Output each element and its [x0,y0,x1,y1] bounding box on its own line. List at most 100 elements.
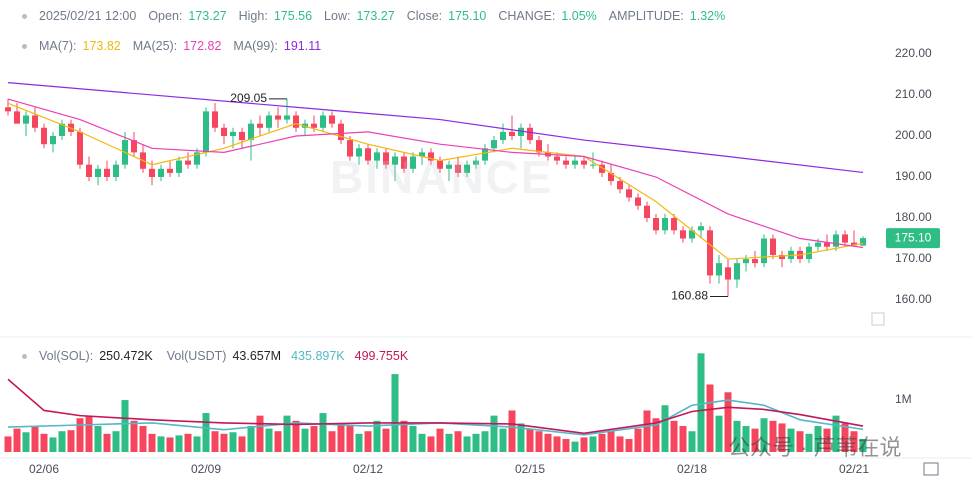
dot [22,353,27,359]
volume-bar [319,413,327,452]
volume-bar [184,433,192,452]
vol-usdt-label: Vol(USDT) [166,349,227,363]
volume-bar [562,439,570,452]
volume-bar [823,428,831,452]
candle-body [491,140,497,149]
volume-bar [283,415,291,452]
candle-body [167,168,173,173]
ma-value: 173.82 [82,39,121,53]
candle-body [455,164,461,173]
x-tick-label: 02/06 [29,462,59,476]
readout-label: Low: [324,9,351,23]
volume-bar [418,433,426,452]
volume-bar [121,400,129,452]
volume-bar [580,437,588,452]
candle-body [185,160,191,165]
volume-bar [445,433,453,452]
volume-bar [400,420,408,452]
candle-body [437,160,443,169]
ma-name: MA(25): [132,39,178,53]
volume-bar [616,436,624,452]
readout-value: 175.56 [273,9,313,23]
candle-body [293,115,299,128]
volume-bar [517,423,525,452]
vol-label: Vol(SOL): [39,349,94,363]
volume-bar [292,420,300,452]
candle-body [860,238,866,246]
volume-bar [175,435,183,452]
volume-bar [346,426,354,452]
volume-legend: Vol(SOL): 250.472K Vol(USDT) 43.657M 435… [0,349,408,363]
volume-bar [859,438,867,452]
ohlc-readout: 2025/02/21 12:00 Open: 173.27 High: 175.56 L… [0,9,731,23]
readout-value: 1.05% [561,9,597,23]
volume-bar [238,436,246,452]
volume-bar [454,431,462,452]
candle-body [275,115,281,120]
volume-bar [643,410,651,452]
candle-body [500,131,506,141]
candle-body [5,107,11,112]
candle-body [374,152,380,161]
volume-bar [481,431,489,452]
candle-body [482,148,488,161]
volume-bar [688,431,696,452]
candle-body [50,135,56,145]
candle-body [113,164,119,178]
candle-body [14,111,20,124]
volume-bar [391,374,399,452]
candle-body [617,181,623,190]
volume-bar [85,415,93,452]
volume-bar [679,426,687,452]
candle-body [320,115,326,128]
volume-bar [310,426,318,452]
candle-body [464,164,470,173]
candle-body [734,263,740,280]
overlay-watermark: 公众号 · 芦苇在说 [728,435,902,460]
candle-body [581,160,587,165]
candle-body [815,242,821,247]
volume-bar [166,437,174,452]
candle-body [590,164,596,166]
ma-name: MA(7): [39,39,77,53]
candle-body [383,152,389,165]
candle-body [428,152,434,161]
candle-body [842,234,848,243]
volume-bar [778,423,786,452]
candle-body [671,218,677,231]
candle-body [761,238,767,264]
readout-label: Open: [148,9,183,23]
candle-body [365,148,371,161]
x-tick-label: 02/21 [839,462,869,476]
high-label: 209.05 [230,91,267,105]
volume-bar [553,436,561,452]
volume-bar [103,433,111,452]
candle-body [824,242,830,247]
candle-body [698,226,704,231]
vol-usdt-value: 43.657M [232,349,282,363]
y-tick-label: 220.00 [895,46,932,60]
volume-bar [697,353,705,452]
vol-ma-value: 499.755K [354,349,409,363]
watermark: BINANCE [330,151,554,203]
volume-bar [625,439,633,452]
x-tick-label: 02/15 [515,462,545,476]
candle-body [716,263,722,276]
candle-body [689,230,695,239]
volume-bar [337,423,345,452]
candle-body [347,140,353,157]
volume-bar [805,433,813,452]
candle-body [635,197,641,206]
volume-bar [490,415,498,452]
volume-bar [670,420,678,452]
volume-bar [724,392,732,452]
readout-value: 175.10 [448,9,487,23]
ma-value: 172.82 [183,39,222,53]
volume-bar [220,433,228,452]
candle-body [329,115,335,124]
candle-body [86,164,92,178]
candle-body [95,168,101,178]
volume-bar [427,436,435,452]
vol-ma-line [7,378,864,435]
